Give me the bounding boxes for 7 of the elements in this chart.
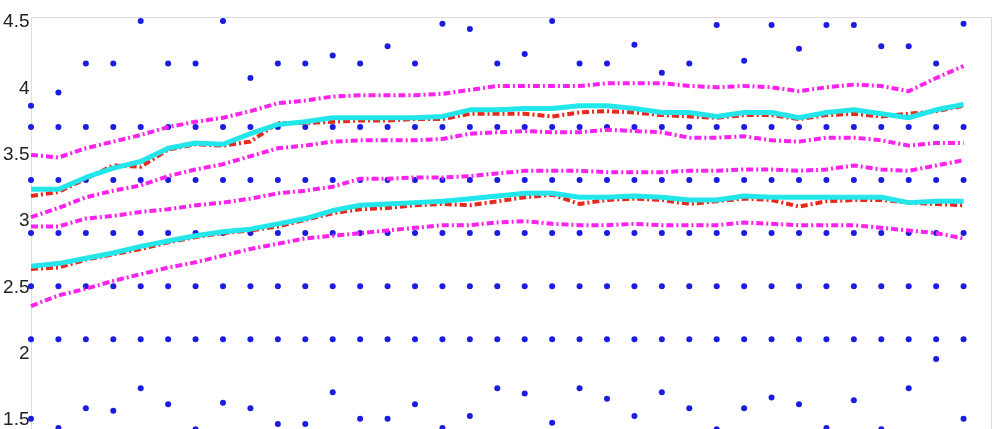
y-tick-label: 1.5 (3, 408, 30, 429)
y-tick-label: 3 (18, 209, 30, 231)
y-tick-label: 2 (18, 341, 30, 363)
y-tick-label: 3.5 (3, 143, 30, 165)
y-tick-label: 4.5 (3, 10, 30, 32)
y-tick-label: 2.5 (3, 275, 30, 297)
y-tick-label: 4 (18, 76, 30, 98)
